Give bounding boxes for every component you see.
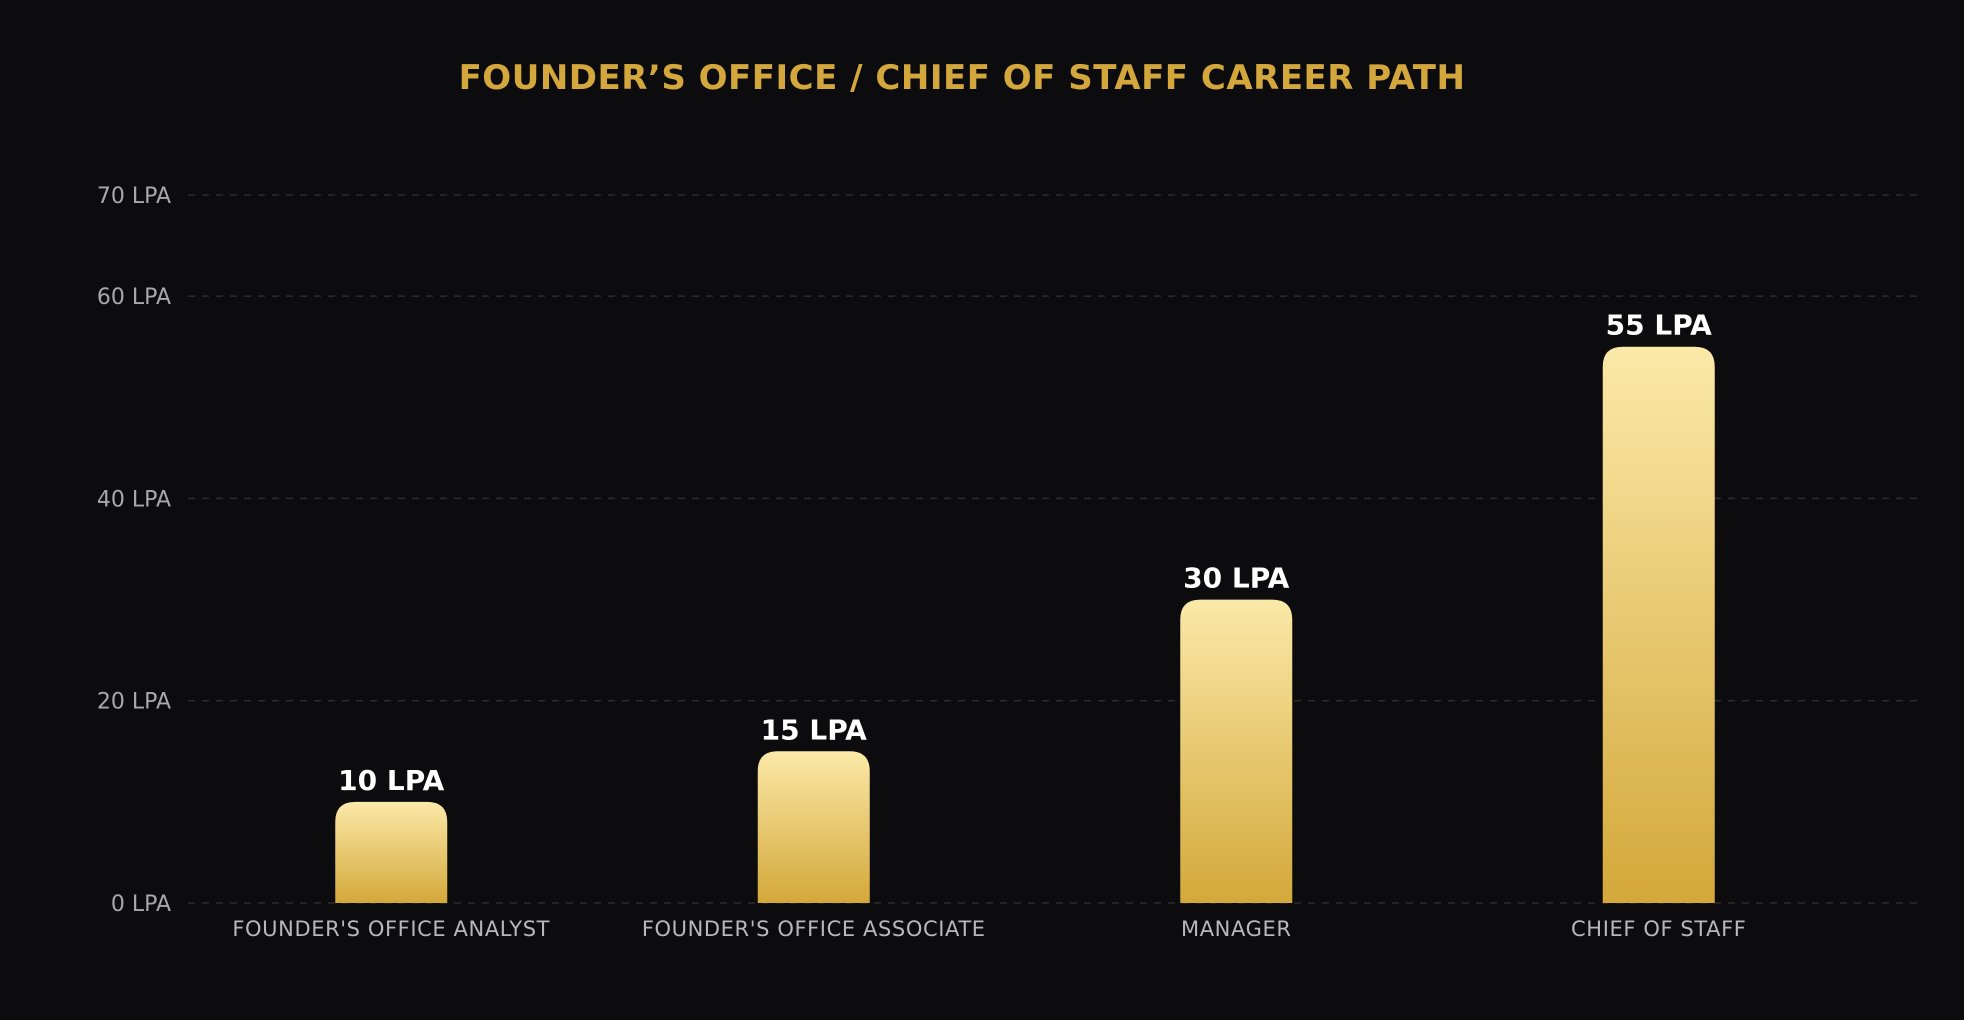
y-tick-label: 0 LPA xyxy=(111,892,171,917)
bar xyxy=(1602,346,1715,903)
bar xyxy=(1180,599,1293,903)
bars: 10 LPA 15 LPA 30 LPA 55 LPA xyxy=(335,309,1715,903)
y-axis: 0 LPA 20 LPA 40 LPA 60 LPA 70 LPA xyxy=(97,184,171,917)
chart-title: FOUNDER’S OFFICE / CHIEF OF STAFF CAREER… xyxy=(458,58,1466,98)
data-label: 10 LPA xyxy=(338,764,445,797)
x-tick-label: CHIEF OF STAFF xyxy=(1571,917,1746,941)
x-axis: FOUNDER'S OFFICE ANALYST FOUNDER'S OFFICE… xyxy=(232,917,1746,941)
bar xyxy=(335,801,448,903)
bar xyxy=(757,751,870,903)
data-label: 55 LPA xyxy=(1606,309,1713,342)
data-label: 30 LPA xyxy=(1183,562,1290,595)
y-tick-label: 20 LPA xyxy=(97,690,171,715)
y-tick-label: 40 LPA xyxy=(97,487,171,512)
x-tick-label: FOUNDER'S OFFICE ANALYST xyxy=(232,917,550,941)
data-label: 15 LPA xyxy=(761,713,868,746)
y-tick-label: 70 LPA xyxy=(97,184,171,209)
y-tick-label: 60 LPA xyxy=(97,285,171,310)
x-tick-label: MANAGER xyxy=(1181,917,1292,941)
x-tick-label: FOUNDER'S OFFICE ASSOCIATE xyxy=(642,917,986,941)
